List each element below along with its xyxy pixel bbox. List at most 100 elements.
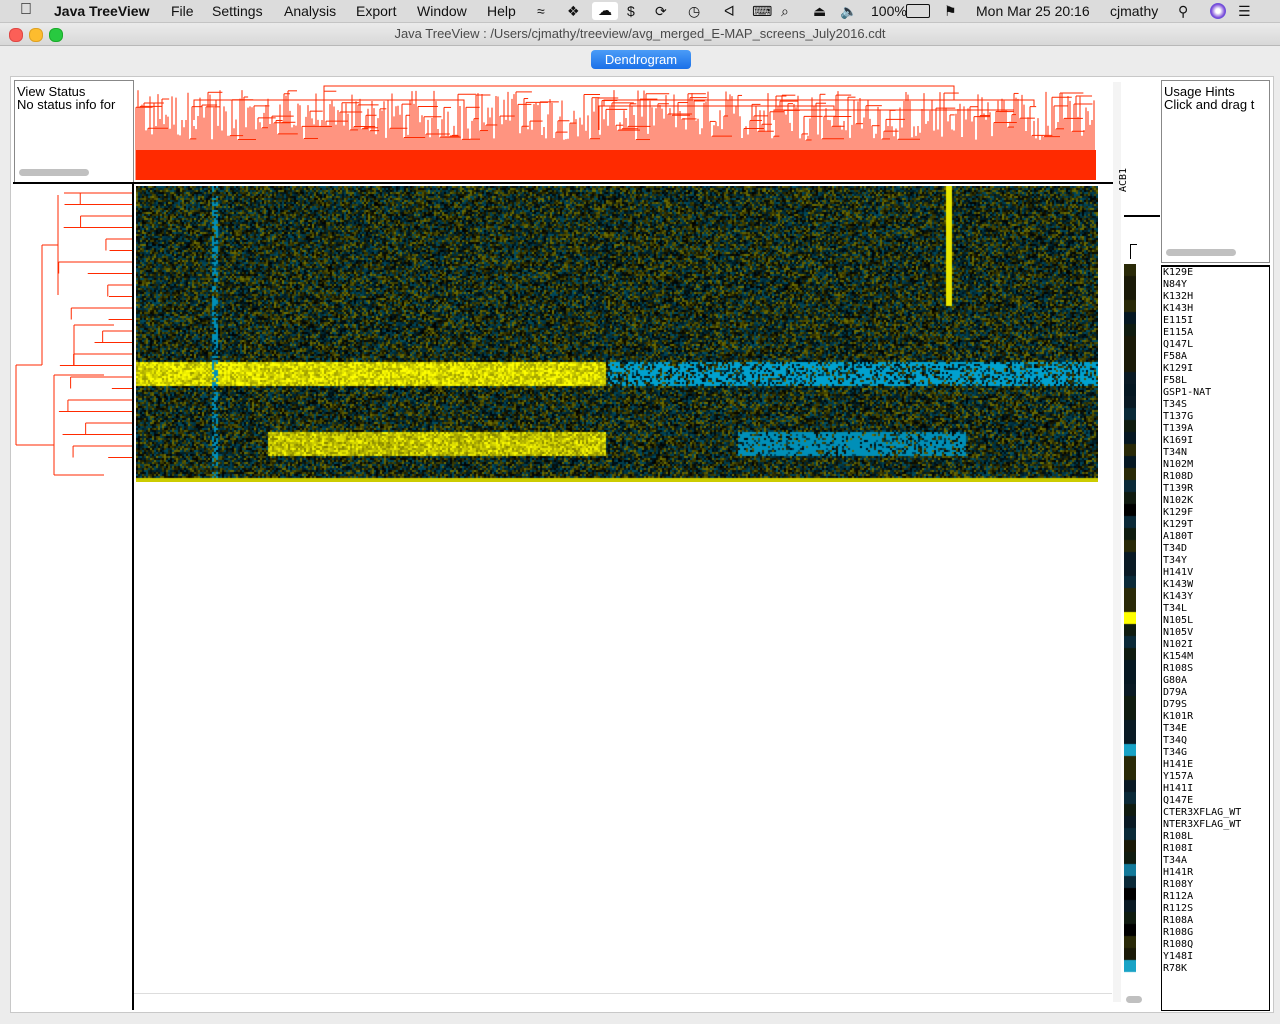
gene-label[interactable]: K154M xyxy=(1163,651,1194,662)
keyboard-icon[interactable]: ⌨ xyxy=(752,3,773,19)
volume-icon[interactable]: 🔈 xyxy=(840,3,858,19)
search-icon[interactable]: ⚲ xyxy=(1178,3,1189,19)
close-window-button[interactable] xyxy=(9,28,23,42)
gene-label[interactable]: K129E xyxy=(1163,267,1194,278)
gene-label[interactable]: T34A xyxy=(1163,855,1188,866)
menu-file[interactable]: File xyxy=(171,3,194,19)
menu-window[interactable]: Window xyxy=(417,3,467,19)
menu-export[interactable]: Export xyxy=(356,3,397,19)
gene-label[interactable]: R108A xyxy=(1163,915,1194,926)
flag-icon[interactable]: ⚑ xyxy=(944,3,957,19)
gene-label[interactable]: T34G xyxy=(1163,747,1188,758)
gene-label[interactable]: K169I xyxy=(1163,435,1194,446)
clock[interactable]: Mon Mar 25 20:16 xyxy=(976,3,1090,19)
gene-label[interactable]: T139A xyxy=(1163,423,1194,434)
gene-label[interactable]: R108Q xyxy=(1163,939,1194,950)
vertical-scroll-track[interactable] xyxy=(1113,82,1121,1002)
gene-label[interactable]: N102I xyxy=(1163,639,1194,650)
gene-label[interactable]: GSP1-NAT xyxy=(1163,387,1212,398)
array-tree-svg[interactable] xyxy=(134,80,1112,182)
gene-label[interactable]: Y157A xyxy=(1163,771,1194,782)
array-dendrogram[interactable] xyxy=(134,80,1112,182)
gene-label[interactable]: K143H xyxy=(1163,303,1194,314)
gene-label[interactable]: T139R xyxy=(1163,483,1194,494)
gene-label[interactable]: R108L xyxy=(1163,831,1194,842)
gene-label[interactable]: T34Q xyxy=(1163,735,1188,746)
minimize-window-button[interactable] xyxy=(29,28,43,42)
eject-icon[interactable]: ⏏ xyxy=(813,3,827,19)
gene-label[interactable]: F58A xyxy=(1163,351,1188,362)
gene-label[interactable]: K143W xyxy=(1163,579,1194,590)
gene-label[interactable]: NTER3XFLAG_WT xyxy=(1163,819,1242,830)
gene-label[interactable]: N84Y xyxy=(1163,279,1188,290)
gene-label[interactable]: D79S xyxy=(1163,699,1188,710)
usage-hints-scrollbar[interactable] xyxy=(1166,249,1236,256)
heatmap-view[interactable] xyxy=(134,185,1112,1008)
wifi-icon[interactable]: ⌕ xyxy=(781,3,789,19)
gene-label[interactable]: R108Y xyxy=(1163,879,1194,890)
gene-label[interactable]: K101R xyxy=(1163,711,1194,722)
bluetooth-icon[interactable]: ᐊ xyxy=(724,3,735,19)
array-label[interactable]: ACB1 xyxy=(1118,167,1129,192)
app-menu[interactable]: Java TreeView xyxy=(54,3,150,19)
dollar-icon[interactable]: $ xyxy=(627,3,635,19)
gene-label[interactable]: N102K xyxy=(1163,495,1194,506)
gene-label[interactable]: H141R xyxy=(1163,867,1194,878)
gene-label[interactable]: N105V xyxy=(1163,627,1194,638)
gene-label[interactable]: H141I xyxy=(1163,783,1194,794)
gene-label[interactable]: K129F xyxy=(1163,507,1194,518)
gene-label[interactable]: T34L xyxy=(1163,603,1188,614)
gene-label[interactable]: E115A xyxy=(1163,327,1194,338)
gene-label[interactable]: R108I xyxy=(1163,843,1194,854)
dropbox-icon[interactable]: ❖ xyxy=(567,3,580,19)
gene-label[interactable]: E115I xyxy=(1163,315,1194,326)
menu-analysis[interactable]: Analysis xyxy=(284,3,337,19)
gene-label[interactable]: T34N xyxy=(1163,447,1188,458)
gene-label[interactable]: G80A xyxy=(1163,675,1188,686)
gene-label[interactable]: T34S xyxy=(1163,399,1188,410)
zoom-window-button[interactable] xyxy=(49,28,63,42)
gene-label[interactable]: R112A xyxy=(1163,891,1194,902)
gene-label[interactable]: K132H xyxy=(1163,291,1194,302)
gene-dendrogram[interactable] xyxy=(14,185,132,1008)
view-status-scrollbar[interactable] xyxy=(19,169,89,176)
gene-label[interactable]: R78K xyxy=(1163,963,1188,974)
selected-array-color-strip[interactable] xyxy=(1124,264,1136,976)
gene-label[interactable]: F58L xyxy=(1163,375,1188,386)
gene-label[interactable]: K129T xyxy=(1163,519,1194,530)
siri-icon[interactable] xyxy=(1210,3,1226,19)
gene-label[interactable]: N102M xyxy=(1163,459,1194,470)
apple-icon[interactable]:  xyxy=(20,1,32,19)
network-status-icon[interactable]: ≈ xyxy=(537,3,545,19)
gene-tree-svg[interactable] xyxy=(14,185,132,485)
strip-scrollbar[interactable] xyxy=(1126,996,1142,1003)
gene-label[interactable]: Q147L xyxy=(1163,339,1194,350)
battery-icon[interactable] xyxy=(906,4,930,18)
gene-label[interactable]: A180T xyxy=(1163,531,1194,542)
gene-label[interactable]: CTER3XFLAG_WT xyxy=(1163,807,1242,818)
cloud-icon[interactable]: ☁ xyxy=(592,2,618,20)
gene-label[interactable]: D79A xyxy=(1163,687,1188,698)
gene-label[interactable]: H141E xyxy=(1163,759,1194,770)
gene-label[interactable]: R108G xyxy=(1163,927,1194,938)
gene-label[interactable]: Q147E xyxy=(1163,795,1194,806)
tab-dendrogram[interactable]: Dendrogram xyxy=(591,50,691,69)
gene-label[interactable]: T34E xyxy=(1163,723,1188,734)
gene-label[interactable]: N105L xyxy=(1163,615,1194,626)
user-menu[interactable]: cjmathy xyxy=(1110,3,1159,19)
gene-label[interactable]: T137G xyxy=(1163,411,1194,422)
sync-icon[interactable]: ⟳ xyxy=(655,3,667,19)
gene-label[interactable]: T34D xyxy=(1163,543,1188,554)
gene-label[interactable]: Y148I xyxy=(1163,951,1194,962)
heatmap-canvas[interactable] xyxy=(136,186,1098,482)
gene-label[interactable]: R112S xyxy=(1163,903,1194,914)
menu-help[interactable]: Help xyxy=(487,3,516,19)
gene-label[interactable]: K129I xyxy=(1163,363,1194,374)
gene-label[interactable]: K143Y xyxy=(1163,591,1194,602)
menu-settings[interactable]: Settings xyxy=(212,3,263,19)
gene-label[interactable]: H141V xyxy=(1163,567,1194,578)
notification-center-icon[interactable]: ☰ xyxy=(1238,3,1251,19)
time-machine-icon[interactable]: ◷ xyxy=(688,3,701,19)
battery-percent[interactable]: 100% xyxy=(871,3,907,19)
gene-label[interactable]: T34Y xyxy=(1163,555,1188,566)
